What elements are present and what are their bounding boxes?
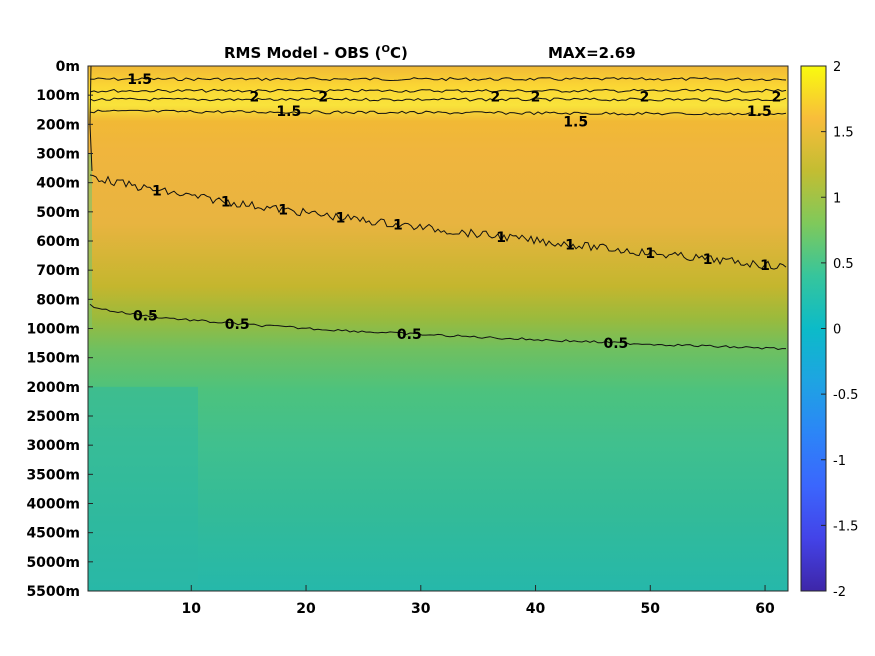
contour-label: 2 xyxy=(772,90,782,106)
contour-label: 1.5 xyxy=(276,104,301,120)
y-tick-label: 800m xyxy=(36,292,80,308)
contour-label: 0.5 xyxy=(225,317,250,333)
y-tick-label: 200m xyxy=(36,117,80,133)
y-tick-label: 700m xyxy=(36,263,80,279)
y-tick-label: 5500m xyxy=(26,584,80,600)
contour-label: 2 xyxy=(250,90,260,106)
contour-label: 1 xyxy=(565,237,575,253)
colorbar-tick-label: -1.5 xyxy=(833,519,858,534)
colorbar-tick-label: 1.5 xyxy=(833,126,854,141)
deep-shade-left xyxy=(88,386,198,591)
contour-label: 1 xyxy=(393,218,403,234)
contour-label: 0.5 xyxy=(397,327,422,343)
contour-label: 2 xyxy=(640,90,650,106)
contour-1 xyxy=(89,174,787,270)
chart-title: RMS Model - OBS (OC) xyxy=(224,44,408,62)
contour-label: 1.5 xyxy=(127,72,152,88)
colorbar-tick-label: 2 xyxy=(833,60,841,75)
y-tick-label: 300m xyxy=(36,147,80,163)
contour-label: 1.5 xyxy=(747,104,772,120)
y-tick-label: 4500m xyxy=(26,526,80,542)
heatmap-field xyxy=(88,66,788,591)
contour-label: 1 xyxy=(760,258,770,274)
x-tick-label: 10 xyxy=(182,601,202,617)
y-tick-label: 3000m xyxy=(26,438,80,454)
contour-label: 1 xyxy=(645,246,655,262)
colorbar-tick-label: 0 xyxy=(833,323,841,338)
colorbar-tick-label: 1 xyxy=(833,191,841,206)
y-tick-label: 600m xyxy=(36,234,80,250)
max-label: MAX=2.69 xyxy=(548,44,636,62)
y-tick-label: 1500m xyxy=(26,351,80,367)
contour-label: 0.5 xyxy=(603,336,628,352)
x-tick-label: 40 xyxy=(526,601,546,617)
y-tick-label: 0m xyxy=(56,59,80,75)
y-tick-label: 3500m xyxy=(26,467,80,483)
contour-label: 1 xyxy=(278,203,288,219)
plot-area xyxy=(88,66,788,591)
contour-label: 2 xyxy=(531,90,541,106)
contour-label: 1 xyxy=(336,210,346,226)
contour-label: 1 xyxy=(152,183,162,199)
x-tick-label: 30 xyxy=(411,601,431,617)
contour-label: 2 xyxy=(491,90,501,106)
contour-label: 1.5 xyxy=(563,114,588,130)
colorbar-tick-label: 0.5 xyxy=(833,257,854,272)
y-tick-label: 400m xyxy=(36,176,80,192)
y-tick-label: 1000m xyxy=(26,322,80,338)
contour-label: 0.5 xyxy=(133,309,158,325)
contour-2-upper xyxy=(89,88,787,93)
colorbar-tick-label: -1 xyxy=(833,454,846,469)
contour-label: 1 xyxy=(703,252,713,268)
y-tick-label: 2500m xyxy=(26,409,80,425)
x-tick-label: 60 xyxy=(755,601,775,617)
contour-label: 1 xyxy=(221,194,231,210)
y-tick-label: 4000m xyxy=(26,497,80,513)
contour-1p5-upper xyxy=(89,77,787,82)
y-tick-label: 5000m xyxy=(26,555,80,571)
contour-label: 1 xyxy=(496,230,506,246)
x-tick-label: 20 xyxy=(296,601,316,617)
colorbar-tick-label: -2 xyxy=(833,585,846,600)
y-tick-label: 100m xyxy=(36,88,80,104)
contour-1p5-lower xyxy=(89,109,787,116)
x-tick-label: 50 xyxy=(641,601,661,617)
contour-2-lower xyxy=(89,97,787,102)
y-tick-label: 2000m xyxy=(26,380,80,396)
colorbar-tick-label: -0.5 xyxy=(833,388,858,403)
y-tick-label: 500m xyxy=(36,205,80,221)
contour-label: 2 xyxy=(318,90,328,106)
contour-0p5 xyxy=(89,303,786,351)
